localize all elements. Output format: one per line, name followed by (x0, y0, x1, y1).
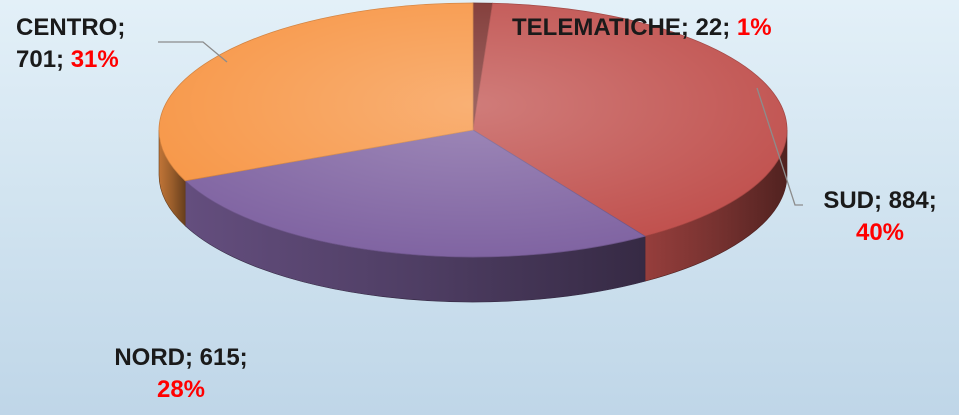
data-label-centro-value: 701; (16, 46, 71, 73)
data-label-centro-name: CENTRO; (16, 14, 126, 41)
data-label-sud-text: SUD; 884; (823, 187, 937, 214)
leader-line-sud (756, 87, 803, 206)
data-label-centro-percent: 31% (70, 46, 119, 73)
data-label-telematiche-percent: 1% (736, 14, 772, 41)
leader-line-centro (158, 41, 228, 63)
data-label-telematiche: TELEMATICHE; 22; 1% (512, 12, 772, 44)
data-label-sud-percent: 40% (855, 219, 905, 246)
data-label-nord-text: NORD; 615; (114, 344, 248, 371)
data-label-sud: SUD; 884; 40% (806, 185, 954, 249)
data-label-nord-percent: 28% (156, 376, 206, 403)
data-label-nord: NORD; 615; 28% (92, 342, 270, 406)
data-label-centro: CENTRO; 701; 31% (16, 12, 125, 76)
data-label-telematiche-text: TELEMATICHE; 22; (512, 14, 737, 41)
